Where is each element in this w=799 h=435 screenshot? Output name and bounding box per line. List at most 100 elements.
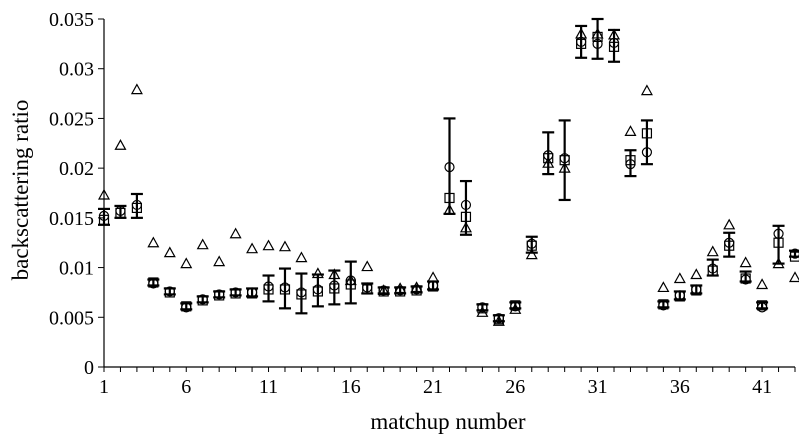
triangle-point [443, 203, 456, 215]
triangle-point [739, 256, 752, 268]
circle-point [543, 150, 554, 161]
triangle-point [459, 221, 472, 233]
x-tick-label: 16 [341, 376, 361, 398]
square-point [131, 202, 143, 214]
error-bar [772, 224, 785, 265]
triangle-point [723, 218, 736, 230]
triangle-point [196, 238, 209, 250]
x-axis-title: matchup number [370, 409, 526, 434]
circle-point [658, 300, 669, 311]
square-point [724, 240, 735, 251]
x-tick-label: 41 [752, 376, 772, 398]
circle-point [756, 302, 768, 313]
triangle-point [180, 257, 193, 269]
error-bars [98, 17, 799, 323]
circle-point [493, 313, 504, 324]
error-bar [723, 231, 736, 258]
circle-point [526, 238, 537, 249]
axes [98, 18, 796, 372]
circle-point [641, 147, 653, 158]
triangle-point [525, 248, 538, 260]
circle-point [181, 302, 192, 313]
circle-point [592, 38, 603, 49]
error-bar [262, 274, 275, 303]
x-tick-label: 1 [99, 376, 109, 398]
circle-point [329, 280, 340, 291]
circle-point [279, 282, 291, 293]
circle-point [789, 248, 799, 259]
square-point [329, 283, 340, 294]
error-bar [295, 272, 308, 315]
x-tick-label: 26 [505, 376, 525, 398]
error-bar [130, 192, 143, 219]
square-point [460, 211, 472, 222]
square-point [592, 31, 603, 42]
circle-point [477, 302, 488, 313]
y-tick-label: 0.005 [49, 307, 94, 329]
triangle-point [147, 236, 160, 248]
circle-point [197, 294, 208, 305]
y-tick-label: 0.01 [59, 258, 94, 280]
circle-point [724, 237, 735, 248]
triangle-point [788, 271, 799, 283]
triangle-point [657, 281, 670, 293]
triangle-point [213, 255, 226, 267]
triangle-point [772, 257, 785, 269]
triangle-point [624, 125, 637, 136]
circle-point [296, 287, 307, 298]
triangle-point [756, 278, 769, 290]
triangle-point [640, 84, 653, 96]
square-point [608, 41, 620, 52]
circle-point [395, 285, 406, 296]
triangle-point [673, 272, 686, 284]
y-tick-label: 0.03 [59, 59, 94, 81]
circle-point [148, 278, 159, 289]
circle-point [98, 210, 110, 221]
circle-point [427, 280, 439, 291]
error-bar [344, 260, 357, 305]
circle-point [460, 199, 472, 211]
y-tick-label: 0.02 [59, 158, 94, 180]
circle-point [312, 284, 323, 295]
circle-point [345, 275, 356, 286]
error-bar [459, 179, 472, 236]
x-tick-label: 36 [670, 376, 690, 398]
y-tick-label: 0.015 [49, 208, 94, 230]
triangle-point [509, 303, 522, 314]
circle-point [559, 153, 570, 164]
triangle-point [262, 239, 275, 251]
triangle-point [427, 271, 440, 283]
triangle-point [246, 242, 259, 254]
circle-point [131, 199, 143, 211]
circle-point [773, 228, 784, 239]
error-bar [558, 119, 571, 202]
triangle-point [361, 260, 374, 272]
x-tick-label: 11 [259, 376, 278, 398]
square-point [789, 251, 799, 262]
circle-point [608, 37, 620, 48]
circle-point [115, 205, 126, 216]
x-tick-label: 21 [423, 376, 443, 398]
circle-point [246, 287, 258, 298]
square-point [543, 153, 554, 164]
triangle-point [114, 139, 127, 150]
triangle-point [311, 267, 324, 279]
circle-point [214, 289, 225, 300]
triangle-point [558, 161, 571, 173]
triangle-point [130, 83, 143, 95]
triangle-point [295, 251, 308, 263]
error-bar [575, 24, 588, 59]
triangle-point [690, 268, 703, 280]
triangle-point [229, 227, 242, 239]
error-bar [278, 267, 291, 310]
circle-point [263, 281, 274, 292]
triangle-point [328, 268, 341, 280]
square-point [444, 192, 455, 204]
square-point [625, 155, 636, 166]
circle-point [411, 284, 422, 295]
triangle-point [706, 245, 719, 257]
circle-point [576, 36, 587, 47]
y-tick-label: 0.025 [49, 108, 94, 130]
circle-point [691, 284, 702, 295]
triangle-point [476, 306, 489, 317]
